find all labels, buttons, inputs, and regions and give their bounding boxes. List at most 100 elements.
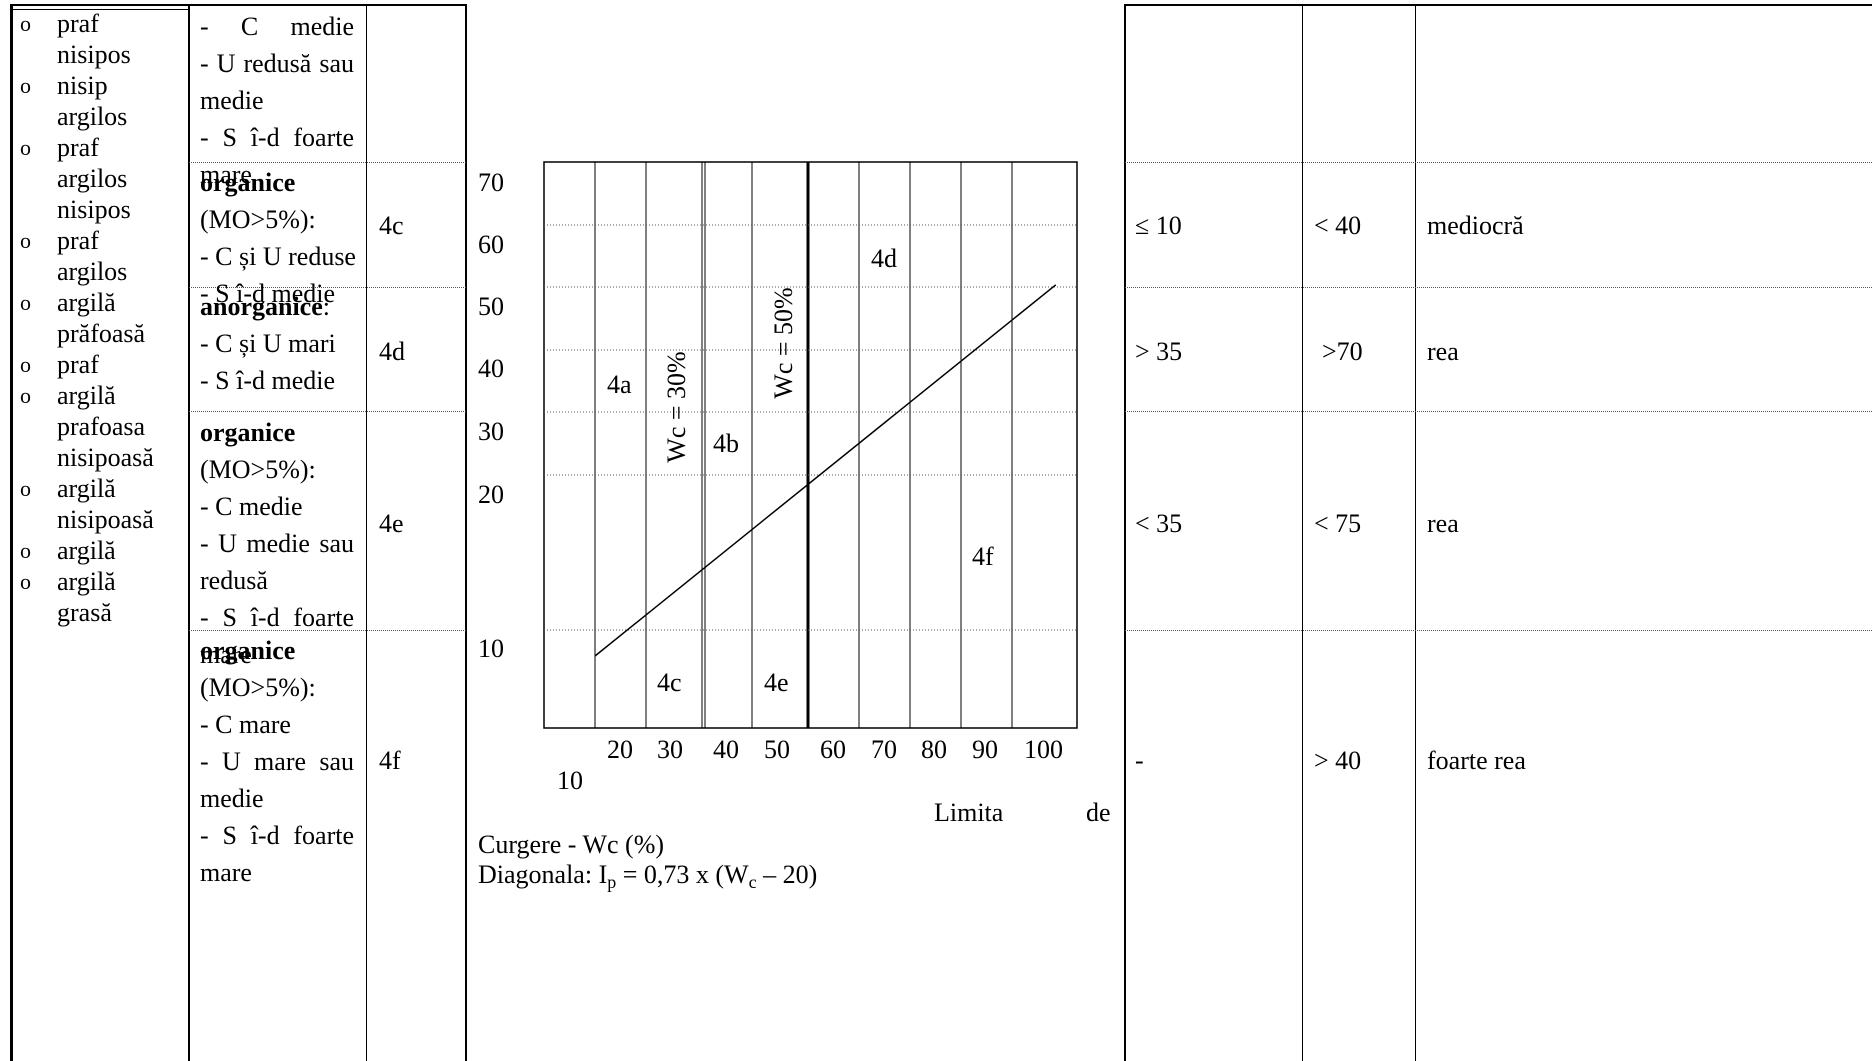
col2-top-border — [188, 4, 466, 6]
y-tick-label: 10 — [478, 634, 504, 663]
x-tick-label: 40 — [713, 735, 739, 764]
bullet-marker: o — [20, 569, 31, 594]
row-divider — [1125, 162, 1872, 163]
bullet-marker: o — [20, 11, 31, 36]
soil-type-text: nisip — [57, 71, 108, 100]
row3-val1: > 35 — [1135, 337, 1183, 366]
zone-label-4c: 4c — [657, 668, 682, 697]
y-tick-label: 70 — [478, 168, 504, 197]
row3-rating: rea — [1427, 337, 1459, 366]
row-divider — [1125, 630, 1872, 631]
row4-val1: < 35 — [1135, 509, 1183, 538]
wc30-label: Wc = 30% — [662, 351, 691, 462]
soil-type-text: prăfoasă — [57, 319, 146, 348]
x-tick-label: 100 — [1024, 735, 1063, 764]
row2-val2: < 40 — [1314, 211, 1362, 240]
row1-desc: - C medie - U redusă sau medie - S î-d foar… — [200, 12, 354, 189]
soil-type-text: nisipos — [57, 40, 131, 69]
soil-type-text: argilos — [57, 102, 128, 131]
soil-type-text: praf — [57, 226, 99, 255]
zone-label-4e: 4e — [764, 668, 789, 697]
soil-type-text: nisipos — [57, 195, 131, 224]
soil-type-text: prafoasa — [57, 412, 146, 441]
x-tick-label: 60 — [820, 735, 846, 764]
col1-top-border — [10, 4, 188, 6]
y-tick-label: 20 — [478, 480, 504, 509]
soil-type-text: grasă — [57, 598, 112, 627]
row5-rating: foarte rea — [1427, 746, 1526, 775]
x-tick-label: 20 — [607, 735, 633, 764]
x-tick-label: 70 — [871, 735, 897, 764]
soil-type-text: praf — [57, 133, 99, 162]
x-axis-label-de: de — [1086, 798, 1111, 827]
bullet-marker: o — [20, 290, 31, 315]
zone-label-4a: 4a — [607, 370, 632, 399]
bullet-marker: o — [20, 352, 31, 377]
soil-type-text: praf — [57, 9, 99, 38]
bullet-marker: o — [20, 135, 31, 160]
row-divider — [189, 287, 466, 288]
x-axis-label-curgere: Curgere - Wc (%) — [478, 830, 665, 859]
x-tick-label: 90 — [972, 735, 998, 764]
bullet-marker: o — [20, 538, 31, 563]
col1-divider — [188, 4, 190, 1061]
soil-type-text: argilos — [57, 257, 128, 286]
bullet-marker: o — [20, 476, 31, 501]
y-tick-label: 60 — [478, 230, 504, 259]
diagonal-line — [594, 284, 1057, 657]
right-col3-left — [1415, 4, 1416, 1061]
row4-desc: organice (MO>5%): - C medie - U medie sau re… — [200, 418, 354, 669]
row5-val2: > 40 — [1314, 746, 1362, 775]
row2-rating: mediocră — [1427, 211, 1524, 240]
bullet-marker: o — [20, 228, 31, 253]
zone-label-4d: 4d — [871, 244, 897, 273]
bullet-marker: o — [20, 73, 31, 98]
soil-type-text: argilă — [57, 536, 116, 565]
soil-type-text: praf — [57, 350, 99, 379]
row5-desc: organice (MO>5%): - C mare - U mare sau medi… — [200, 636, 354, 887]
row-divider — [1125, 411, 1872, 412]
col2-divider — [366, 4, 367, 1061]
row-divider — [189, 162, 466, 163]
right-col2-left — [1302, 4, 1303, 1061]
soil-type-text: nisipoasă — [57, 505, 154, 534]
x-axis-label-limita: Limita — [934, 798, 1004, 827]
row3-desc: anorganice: - C și U mari - S î-d medie — [200, 292, 336, 395]
x-tick-label: 80 — [921, 735, 947, 764]
row5-code: 4f — [379, 746, 401, 775]
row4-rating: rea — [1427, 509, 1459, 538]
row-divider — [189, 630, 466, 631]
zone-label-4f: 4f — [972, 542, 994, 571]
y-tick-label: 30 — [478, 417, 504, 446]
x-tick-label: 10 — [557, 766, 583, 795]
col1-top-border-2 — [12, 9, 188, 10]
row-divider — [189, 411, 466, 412]
table-left-border — [10, 4, 13, 1061]
wc50-label: Wc = 50% — [769, 287, 798, 398]
diagonal-formula: Diagonala: Ip = 0,73 x (Wc – 20) — [478, 860, 818, 892]
y-tick-label: 40 — [478, 354, 504, 383]
zone-label-4b: 4b — [713, 429, 739, 458]
row2-desc: organice (MO>5%): - C și U reduse - S î-d m… — [200, 168, 356, 308]
row4-val2: < 75 — [1314, 509, 1362, 538]
y-tick-label: 50 — [478, 292, 504, 321]
right-col1-left — [1124, 4, 1126, 1061]
soil-type-text: argilă — [57, 381, 116, 410]
chart-frame — [543, 161, 1078, 729]
row5-val1: - — [1135, 746, 1144, 775]
x-tick-label: 30 — [657, 735, 683, 764]
right-table-top-border — [1124, 4, 1872, 6]
row-divider — [1125, 287, 1872, 288]
soil-type-text: argilă — [57, 567, 116, 596]
soil-type-text: argilos — [57, 164, 128, 193]
soil-type-text: nisipoasă — [57, 443, 154, 472]
row4-code: 4e — [379, 509, 404, 538]
row2-code: 4c — [379, 211, 404, 240]
col3-divider — [465, 4, 467, 1061]
bullet-marker: o — [20, 383, 31, 408]
row3-val2: >70 — [1322, 337, 1363, 366]
row3-code: 4d — [379, 337, 405, 366]
x-tick-label: 50 — [764, 735, 790, 764]
row2-val1: ≤ 10 — [1135, 211, 1182, 240]
soil-type-text: argilă — [57, 288, 116, 317]
